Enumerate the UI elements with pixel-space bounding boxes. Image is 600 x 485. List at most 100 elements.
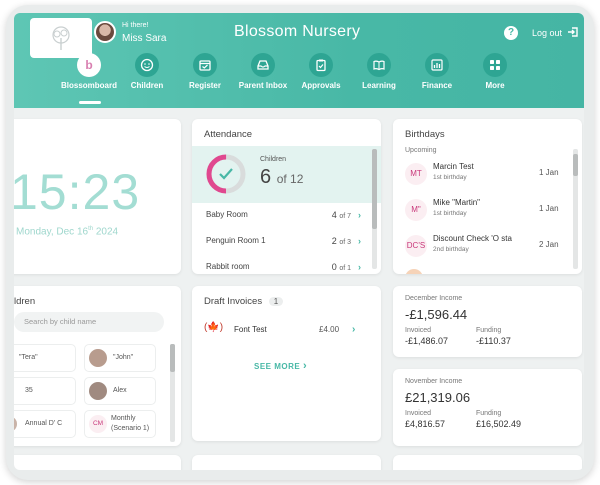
draft-invoices-card: Draft Invoices 1 (🍁) Font Test £4.00 › S…: [192, 286, 381, 441]
child-face-icon: [140, 58, 154, 72]
clock-card: 15:23 Monday, Dec 16th 2024: [14, 119, 181, 274]
invoiced-value: -£1,486.07: [405, 336, 449, 346]
attendance-card: Attendance Children 6 of 12 Baby Room 4 …: [192, 119, 381, 274]
logout-icon[interactable]: [567, 26, 579, 38]
room-row[interactable]: Rabbit room 0 of 1 ›: [206, 262, 361, 272]
chevron-right-icon[interactable]: ›: [352, 324, 356, 335]
funding-label: Funding: [476, 327, 502, 334]
logout-button[interactable]: Log out: [532, 28, 563, 38]
nav-item-finance[interactable]: Finance: [407, 53, 467, 90]
funding-value: -£110.37: [476, 336, 511, 346]
child-name: Marcin Test: [433, 162, 474, 171]
nav-label: Register: [188, 81, 221, 90]
child-name: Mike "Martin": [433, 198, 481, 207]
room-count: 0 of 1: [331, 262, 351, 272]
search-input[interactable]: Search by child name: [24, 317, 97, 326]
tree-logo-icon: [52, 26, 70, 50]
child-initials: DC'S: [405, 235, 427, 257]
avatar: [89, 349, 107, 367]
maple-leaf-icon: (🍁): [204, 322, 224, 333]
children-scrollbar[interactable]: [170, 344, 175, 442]
attendance-ring: [206, 154, 246, 194]
child-chip[interactable]: "John": [84, 344, 156, 372]
calendar-check-icon: [199, 60, 211, 71]
birthday-item[interactable]: DC'S Discount Check 'O sta 2nd birthday …: [405, 231, 565, 261]
child-name: Annual D' C: [25, 420, 63, 427]
birthday-item[interactable]: MT Marcin Test 1st birthday 1 Jan: [405, 159, 565, 189]
clipboard-check-icon: [316, 59, 326, 72]
room-count: 4 of 7: [331, 210, 351, 220]
chevron-right-icon[interactable]: ›: [358, 262, 361, 272]
december-income-title: December Income: [405, 295, 463, 302]
child-chip[interactable]: CM Monthly (Scenario 1): [84, 410, 156, 438]
funding-value: £16,502.49: [476, 419, 522, 429]
clock-time: 15:23: [14, 164, 141, 220]
user-avatar[interactable]: [94, 21, 116, 43]
nav-item-more[interactable]: More: [465, 53, 525, 90]
invoice-row[interactable]: (🍁) Font Test £4.00 ›: [204, 322, 369, 338]
scroll-thumb[interactable]: [573, 154, 578, 176]
birthday-date: 1 Jan: [539, 204, 559, 213]
scroll-thumb[interactable]: [372, 149, 377, 229]
room-row[interactable]: Penguin Room 1 2 of 3 ›: [206, 236, 361, 246]
nav-item-register[interactable]: Register: [175, 53, 235, 90]
nursery-logo[interactable]: [30, 18, 92, 58]
november-income-card[interactable]: November Income £21,319.06 Invoiced £4,8…: [393, 369, 582, 446]
december-income-card[interactable]: December Income -£1,596.44 Invoiced -£1,…: [393, 286, 582, 357]
birthdays-title: Birthdays: [405, 129, 445, 140]
child-name: Monthly: [111, 415, 136, 422]
see-more-button[interactable]: SEE MORE ›: [254, 360, 308, 372]
funding-label: Funding: [476, 410, 502, 417]
child-search[interactable]: Search by child name: [14, 312, 164, 332]
attendance-title: Attendance: [204, 129, 253, 140]
november-income-title: November Income: [405, 378, 463, 385]
child-name-line2: (Scenario 1): [111, 425, 150, 432]
invoiced-label: Invoiced: [405, 327, 432, 334]
room-count: 2 of 3: [331, 236, 351, 246]
birthday-item[interactable]: M" Mike "Martin" 1st birthday 1 Jan: [405, 195, 565, 225]
child-chip[interactable]: "Tera": [14, 344, 76, 372]
child-initials: MT: [405, 163, 427, 185]
chevron-right-icon[interactable]: ›: [358, 236, 361, 246]
main-nav: b Blossomboard Children Register: [44, 53, 584, 105]
invoices-title: Draft Invoices 1: [204, 296, 284, 307]
check-icon: [219, 168, 233, 180]
invoice-amount: £4.00: [319, 325, 340, 334]
nav-label: Parent Inbox: [238, 81, 288, 90]
child-initials: M": [405, 199, 427, 221]
nav-item-parent-inbox[interactable]: Parent Inbox: [233, 53, 293, 90]
room-row[interactable]: Baby Room 4 of 7 ›: [206, 210, 361, 220]
nav-item-children[interactable]: Children: [117, 53, 177, 90]
birthdays-section-label: Upcoming: [405, 147, 437, 154]
room-name: Baby Room: [206, 210, 248, 219]
chevron-right-icon[interactable]: ›: [358, 210, 361, 220]
app-title: Blossom Nursery: [234, 23, 361, 40]
children-title: ldren: [14, 296, 36, 307]
child-initials: CM: [89, 415, 107, 433]
next-card-peek: [192, 455, 381, 470]
book-icon: [373, 60, 385, 71]
avatar: [89, 382, 107, 400]
child-chip[interactable]: 35: [14, 377, 76, 405]
child-name: Discount Check 'O sta: [433, 234, 512, 243]
invoices-count-badge: 1: [268, 297, 284, 306]
greeting-text: Hi there!: [122, 22, 149, 29]
birthdays-scrollbar[interactable]: [573, 149, 578, 269]
children-label: Children: [260, 156, 287, 163]
birthday-type: 1st birthday: [433, 174, 467, 181]
child-chip[interactable]: Alex: [84, 377, 156, 405]
grid-icon: [490, 60, 500, 70]
chart-icon: [431, 59, 443, 71]
attendance-summary[interactable]: Children 6 of 12: [192, 146, 381, 203]
attendance-scrollbar[interactable]: [372, 149, 377, 269]
scroll-thumb[interactable]: [170, 344, 175, 372]
nav-item-approvals[interactable]: Approvals: [291, 53, 351, 90]
partial-avatar: [405, 269, 423, 274]
help-button[interactable]: ?: [504, 26, 518, 40]
nav-item-blossomboard[interactable]: b Blossomboard: [59, 53, 119, 104]
nav-label: Blossomboard: [60, 81, 117, 90]
child-chip[interactable]: Annual D' C: [14, 410, 76, 438]
birthday-date: 1 Jan: [539, 168, 559, 177]
blossom-icon: b: [85, 58, 93, 72]
nav-item-learning[interactable]: Learning: [349, 53, 409, 90]
